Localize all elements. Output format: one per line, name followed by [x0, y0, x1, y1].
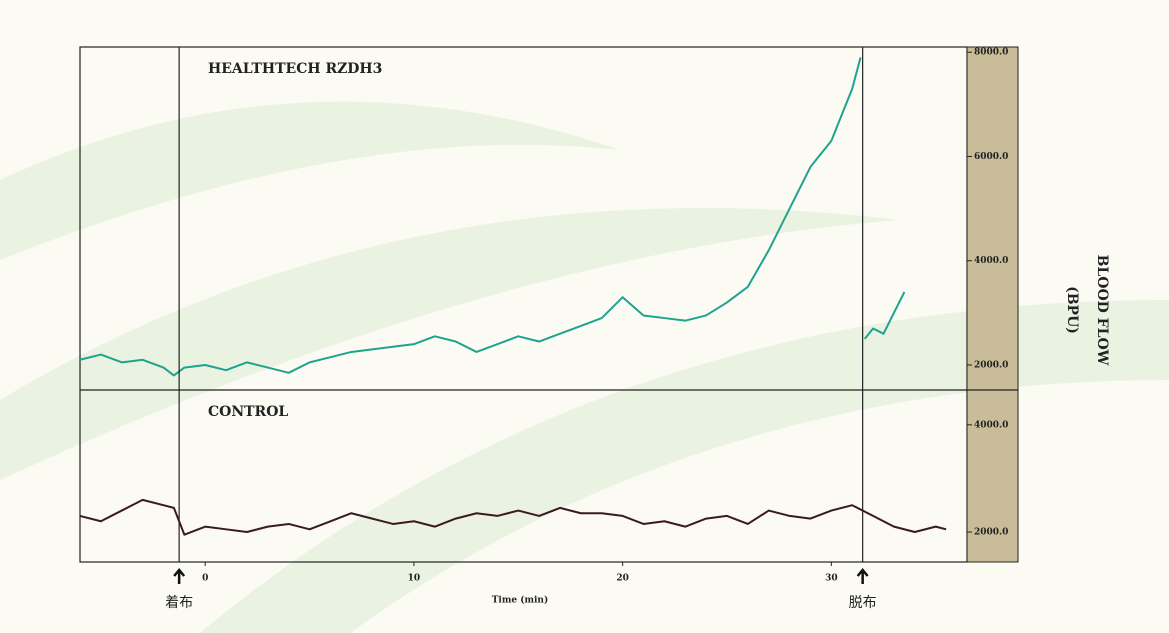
data-line — [79, 498, 947, 536]
y-axis-label: (BPU) — [1064, 286, 1080, 334]
y-axis-label: BLOOD FLOW — [1094, 255, 1110, 366]
y-tick-label: 2000.0 — [974, 527, 1008, 537]
panel-title: HEALTHTECH RZDH3 — [208, 61, 382, 77]
axis-strip — [966, 46, 1019, 563]
y-tick-label: 8000.0 — [974, 48, 1008, 58]
x-tick-label: 10 — [408, 574, 421, 584]
event-label: 着布 — [165, 595, 193, 611]
y-tick-label: 4000.0 — [974, 420, 1008, 430]
x-tick-label: 0 — [202, 574, 208, 584]
event-label: 脱布 — [849, 595, 877, 611]
panel-title: CONTROL — [208, 404, 288, 420]
y-tick-label: 2000.0 — [974, 360, 1008, 370]
event-arrow — [856, 568, 869, 584]
x-axis-label: Time (min) — [492, 595, 549, 606]
x-tick-label: 30 — [825, 574, 838, 584]
decor — [200, 300, 1169, 633]
y-tick-label: 4000.0 — [974, 256, 1008, 266]
event-arrow — [173, 568, 186, 584]
decor — [0, 208, 900, 480]
x-tick-label: 20 — [616, 574, 629, 584]
data-line — [79, 57, 906, 377]
decor — [0, 101, 620, 260]
y-tick-label: 6000.0 — [974, 152, 1008, 162]
